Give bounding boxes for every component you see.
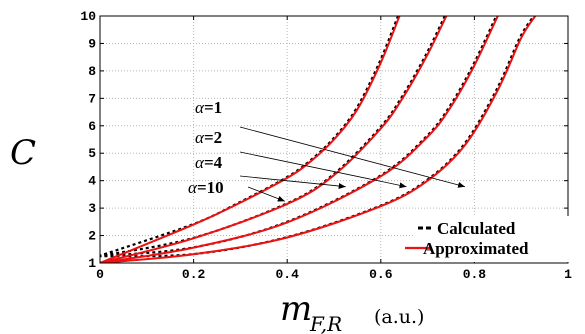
y-axis-label: C xyxy=(10,133,36,173)
y-tick-label: 9 xyxy=(88,36,96,51)
x-tick-label: 0.8 xyxy=(463,267,487,282)
legend-box xyxy=(414,216,582,262)
annotation-alpha-1: α=1 xyxy=(195,98,466,188)
series-approximated-alpha-2 xyxy=(100,16,499,263)
plot-frame xyxy=(99,15,569,264)
annotation-label: α=1 xyxy=(195,98,222,117)
curves xyxy=(100,16,537,263)
annotation-label: α=2 xyxy=(195,128,222,147)
annotation-alpha-10: α=10 xyxy=(188,178,286,202)
series-calculated-alpha-4 xyxy=(100,16,446,257)
legend: Calculated Approximated xyxy=(405,216,582,262)
x-axis-label-unit: (a.u.) xyxy=(374,306,424,328)
x-tick-label: 0 xyxy=(96,267,104,282)
annotation-label: α=10 xyxy=(188,178,224,197)
x-tick-label: 0.4 xyxy=(275,267,299,282)
annotation-arrow xyxy=(239,126,466,188)
y-tick-label: 4 xyxy=(88,174,96,189)
x-tick-label: 0.2 xyxy=(182,267,206,282)
y-tick-label: 8 xyxy=(88,64,96,79)
x-axis-label-subscript: F,R xyxy=(309,312,342,334)
annotation-arrow xyxy=(239,175,346,189)
x-axis-label-main: m xyxy=(280,289,312,329)
series-approximated-alpha-4 xyxy=(100,16,448,263)
annotation-alpha-2: α=2 xyxy=(195,128,407,189)
annotations: α=1 α=2 α=4 α=10 xyxy=(188,98,466,202)
y-tick-label: 7 xyxy=(88,91,96,106)
y-tick-label: 6 xyxy=(88,119,96,134)
series-approximated-alpha-10 xyxy=(100,16,401,263)
y-tick-label: 1 xyxy=(88,256,96,271)
legend-calculated-label: Calculated xyxy=(437,219,516,238)
y-tick-label: 2 xyxy=(88,229,96,244)
annotation-arrow xyxy=(239,151,407,189)
series-approximated-alpha-1 xyxy=(100,16,537,263)
annotation-label: α=4 xyxy=(195,153,223,172)
x-axis-label: m F,R (a.u.) xyxy=(280,289,424,334)
annotation-alpha-4: α=4 xyxy=(195,153,346,189)
y-tick-label: 3 xyxy=(88,201,96,216)
annotation-arrow xyxy=(247,186,286,202)
y-tick-label: 10 xyxy=(80,9,96,24)
y-tick-label: 5 xyxy=(88,146,96,161)
legend-approximated-label: Approximated xyxy=(423,239,529,258)
x-tick-label: 1 xyxy=(564,267,572,282)
ticks: 0 0.2 0.4 0.6 0.8 1 1 2 3 4 5 6 7 8 9 10 xyxy=(80,9,572,282)
x-tick-label: 0.6 xyxy=(369,267,393,282)
